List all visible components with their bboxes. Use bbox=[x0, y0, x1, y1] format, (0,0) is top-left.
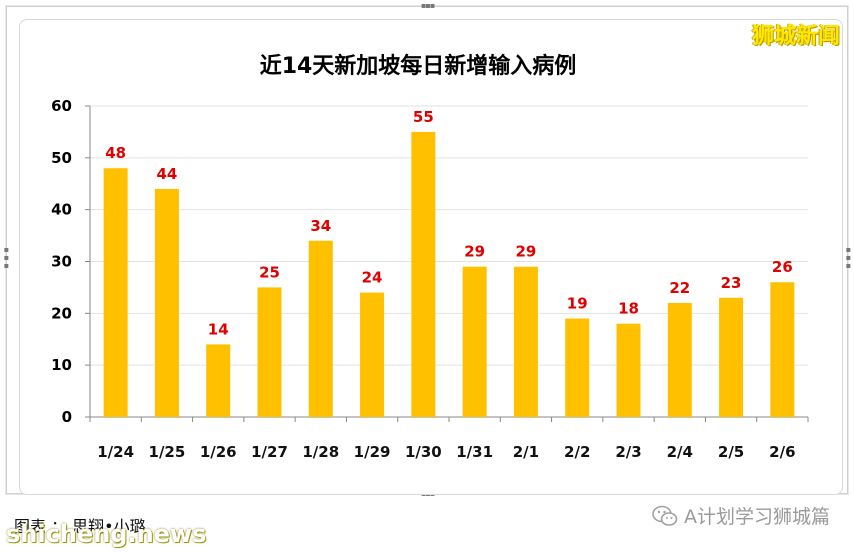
bar-value-label: 18 bbox=[618, 300, 639, 318]
x-tick-label: 1/26 bbox=[200, 443, 237, 461]
bar bbox=[616, 323, 641, 417]
chart-credit-caption: 图表 ： 思翔•小璐 bbox=[14, 517, 146, 536]
x-tick-label: 2/1 bbox=[513, 443, 539, 461]
bar-value-label: 19 bbox=[567, 295, 588, 313]
x-tick-label: 1/24 bbox=[97, 443, 134, 461]
bar bbox=[770, 282, 795, 417]
x-tick-label: 2/3 bbox=[615, 443, 641, 461]
chart-title: 近14天新加坡每日新增输入病例 bbox=[260, 53, 577, 79]
bar-value-label: 24 bbox=[362, 269, 383, 287]
x-tick-label: 1/28 bbox=[302, 443, 339, 461]
bar bbox=[154, 188, 179, 417]
x-tick-label: 1/31 bbox=[456, 443, 493, 461]
bar-value-label: 29 bbox=[515, 243, 536, 261]
x-tick-label: 1/29 bbox=[354, 443, 391, 461]
bar bbox=[257, 287, 282, 417]
bar bbox=[206, 344, 231, 417]
wechat-source: A计划学习狮城篇 bbox=[652, 502, 830, 529]
bar-value-label: 23 bbox=[721, 274, 742, 292]
y-tick-label: 10 bbox=[51, 356, 72, 374]
wechat-icon bbox=[652, 505, 678, 526]
x-tick-label: 2/4 bbox=[667, 443, 693, 461]
bar-value-label: 55 bbox=[413, 108, 434, 126]
bar-value-label: 22 bbox=[669, 279, 690, 297]
bar-value-label: 25 bbox=[259, 263, 280, 281]
resize-handle-top[interactable]: ▪▪▪ bbox=[421, 1, 435, 10]
wechat-account-name: A计划学习狮城篇 bbox=[684, 506, 830, 528]
y-tick-label: 60 bbox=[51, 97, 72, 115]
resize-handle-right[interactable]: ▪▪▪ bbox=[844, 245, 853, 269]
bar-value-label: 34 bbox=[310, 217, 331, 235]
bar bbox=[360, 292, 385, 417]
data-labels: 48 44 14 25 34 24 55 29 29 19 18 22 23 26 bbox=[105, 108, 793, 339]
x-tick-label: 2/6 bbox=[769, 443, 795, 461]
brand-logo: 狮城新闻 bbox=[751, 24, 840, 49]
site-watermark: shicheng.news bbox=[6, 520, 207, 548]
bar bbox=[719, 297, 744, 417]
bar bbox=[513, 266, 538, 417]
bar-value-label: 26 bbox=[772, 258, 793, 276]
y-tick-label: 30 bbox=[51, 253, 72, 271]
x-tick-label: 1/25 bbox=[149, 443, 186, 461]
bar bbox=[411, 131, 436, 417]
bar bbox=[565, 318, 590, 417]
x-tick-label: 1/27 bbox=[251, 443, 288, 461]
x-tick-label: 2/2 bbox=[564, 443, 590, 461]
bar-value-label: 44 bbox=[156, 165, 177, 183]
x-tick-label: 2/5 bbox=[718, 443, 744, 461]
bar-value-label: 48 bbox=[105, 144, 126, 162]
bar-value-label: 14 bbox=[208, 320, 229, 338]
y-tick-label: 0 bbox=[62, 408, 72, 426]
y-tick-label: 50 bbox=[51, 149, 72, 167]
grid bbox=[90, 105, 808, 366]
bar-chart: 近14天新加坡每日新增输入病例 0 10 20 30 40 50 60 1/24 1/25 1/2… bbox=[51, 53, 809, 461]
y-tick-label: 20 bbox=[51, 304, 72, 322]
bar bbox=[308, 240, 333, 417]
bars bbox=[103, 131, 795, 417]
y-tick-label: 40 bbox=[51, 201, 72, 219]
bar bbox=[103, 168, 128, 417]
resize-handle-left[interactable]: ▪▪▪ bbox=[2, 245, 11, 269]
x-tick-label: 1/30 bbox=[405, 443, 442, 461]
bar bbox=[462, 266, 487, 417]
bar-value-label: 29 bbox=[464, 243, 485, 261]
axes: 0 10 20 30 40 50 60 1/24 1/25 1/26 1/27 1/28 1/29 1/3… bbox=[51, 97, 809, 461]
bar bbox=[667, 302, 692, 417]
